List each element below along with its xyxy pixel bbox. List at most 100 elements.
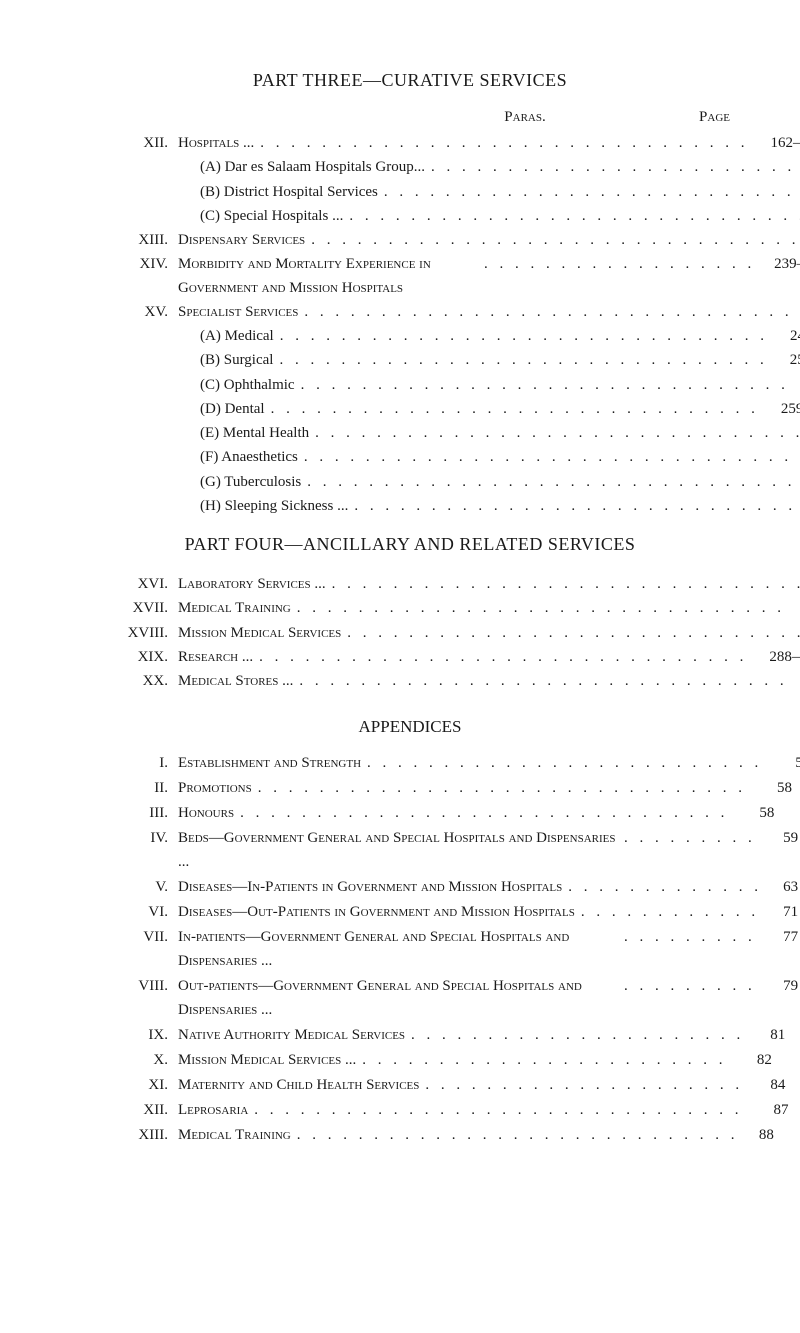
row-entry: Laboratory Services .... . . . . . . . .… bbox=[178, 573, 800, 596]
leader-dots: . . . . . . . . . . . . . . . . . . . . … bbox=[234, 801, 734, 825]
toc-row: (C) Special Hospitals .... . . . . . . .… bbox=[90, 205, 730, 228]
leader-dots: . . . . . . . . . . . . . . . . . . . . … bbox=[348, 495, 800, 518]
row-label: Diseases—Out-Patients in Government and … bbox=[178, 900, 575, 924]
leader-dots: . . . . . . . . . . . . . . . . . . . . … bbox=[291, 1123, 734, 1147]
row-numeral: XVII. bbox=[90, 597, 178, 620]
row-label: Dispensary Services bbox=[178, 229, 305, 252]
row-entry: (E) Mental Health. . . . . . . . . . . .… bbox=[178, 422, 800, 445]
row-entry: (F) Anaesthetics. . . . . . . . . . . . … bbox=[178, 446, 798, 469]
row-entry: (G) Tuberculosis. . . . . . . . . . . . … bbox=[178, 471, 800, 494]
row-entry: (B) Surgical. . . . . . . . . . . . . . … bbox=[178, 349, 774, 372]
appendix-row: X.Mission Medical Services .... . . . . … bbox=[90, 1048, 730, 1072]
leader-dots: . . . . . . . . . . . . . . . . . . . . … bbox=[274, 325, 774, 348]
row-page: 87 bbox=[749, 1098, 789, 1122]
row-paras: 253—256 bbox=[774, 349, 800, 372]
row-entry: Out-patients—Government General and Spec… bbox=[178, 974, 758, 1022]
appendices-section: I.Establishment and Strength. . . . . . … bbox=[90, 751, 730, 1147]
row-page: 63 bbox=[758, 875, 798, 899]
row-entry: Medical Training. . . . . . . . . . . . … bbox=[178, 1123, 734, 1147]
leader-dots: . . . . . . . . . . . . . . . . . . . . … bbox=[309, 422, 800, 445]
row-paras: 303—306 bbox=[794, 670, 800, 693]
leader-dots: . . . . . . . . . . . . . . . . . . . . … bbox=[252, 776, 752, 800]
row-numeral: XX. bbox=[90, 670, 178, 693]
leader-dots: . . . . . . . . . . . . . . . . . . . . … bbox=[293, 670, 793, 693]
row-label: Out-patients—Government General and Spec… bbox=[178, 974, 618, 1022]
row-numeral: IX. bbox=[90, 1023, 178, 1047]
appendices-title: APPENDICES bbox=[90, 717, 730, 737]
row-entry: Dispensary Services. . . . . . . . . . .… bbox=[178, 229, 800, 252]
row-label: Maternity and Child Health Services bbox=[178, 1073, 419, 1097]
row-entry: Medical Stores .... . . . . . . . . . . … bbox=[178, 670, 794, 693]
toc-row: (B) Surgical. . . . . . . . . . . . . . … bbox=[90, 349, 730, 372]
appendix-row: III.Honours. . . . . . . . . . . . . . .… bbox=[90, 801, 730, 825]
row-entry: (A) Medical. . . . . . . . . . . . . . .… bbox=[178, 325, 774, 348]
row-numeral: XIV. bbox=[90, 253, 178, 276]
row-numeral: VIII. bbox=[90, 974, 178, 998]
row-entry: Leprosaria. . . . . . . . . . . . . . . … bbox=[178, 1098, 749, 1122]
row-entry: Research .... . . . . . . . . . . . . . … bbox=[178, 646, 753, 669]
row-entry: Maternity and Child Health Services. . .… bbox=[178, 1073, 745, 1097]
row-numeral: XIII. bbox=[90, 1123, 178, 1147]
leader-dots: . . . . . . . . . . . . . . . . . . . . … bbox=[295, 374, 795, 397]
part-three-section: XII.Hospitals .... . . . . . . . . . . .… bbox=[90, 132, 730, 518]
row-paras: 259—262 bbox=[765, 398, 800, 421]
leader-dots: . . . . . . . . . . . . . . . . . . . . … bbox=[618, 925, 758, 949]
leader-dots: . . . . . . . . . . . . . . . . . . . . … bbox=[378, 181, 800, 204]
leader-dots: . . . . . . . . . . . . . . . . . . . . … bbox=[343, 205, 800, 228]
toc-row: (A) Dar es Salaam Hospitals Group.... . … bbox=[90, 156, 730, 179]
row-entry: Specialist Services. . . . . . . . . . .… bbox=[178, 301, 799, 324]
appendix-row: II.Promotions. . . . . . . . . . . . . .… bbox=[90, 776, 730, 800]
leader-dots: . . . . . . . . . . . . . . . . . . . . … bbox=[265, 398, 765, 421]
row-entry: Promotions. . . . . . . . . . . . . . . … bbox=[178, 776, 752, 800]
toc-row: (B) District Hospital Services. . . . . … bbox=[90, 181, 730, 204]
row-label: (B) District Hospital Services bbox=[178, 181, 378, 204]
row-label: Specialist Services bbox=[178, 301, 298, 324]
leader-dots: . . . . . . . . . . . . . . . . . . . . … bbox=[425, 156, 800, 179]
row-label: (B) Surgical bbox=[178, 349, 273, 372]
appendix-row: VI.Diseases—Out-Patients in Government a… bbox=[90, 900, 730, 924]
row-entry: Establishment and Strength. . . . . . . … bbox=[178, 751, 770, 775]
leader-dots: . . . . . . . . . . . . . . . . . . . . … bbox=[301, 471, 800, 494]
toc-row: (H) Sleeping Sickness .... . . . . . . .… bbox=[90, 495, 730, 518]
toc-row: (F) Anaesthetics. . . . . . . . . . . . … bbox=[90, 446, 730, 469]
row-label: Native Authority Medical Services bbox=[178, 1023, 405, 1047]
leader-dots: . . . . . . . . . . . . . . . . . . . . … bbox=[562, 875, 758, 899]
row-label: Establishment and Strength bbox=[178, 751, 361, 775]
row-label: Promotions bbox=[178, 776, 252, 800]
toc-row: XVI.Laboratory Services .... . . . . . .… bbox=[90, 573, 730, 596]
leader-dots: . . . . . . . . . . . . . . . . . . . . … bbox=[291, 597, 791, 620]
part-four-title: PART FOUR—ANCILLARY AND RELATED SERVICES bbox=[90, 534, 730, 555]
row-label: Medical Stores ... bbox=[178, 670, 293, 693]
toc-row: XIII.Dispensary Services. . . . . . . . … bbox=[90, 229, 730, 252]
row-page: 81 bbox=[745, 1023, 785, 1047]
page-container: PART THREE—CURATIVE SERVICES Paras. Page… bbox=[0, 0, 800, 1188]
appendix-row: VII.In-patients—Government General and S… bbox=[90, 925, 730, 973]
leader-dots: . . . . . . . . . . . . . . . . . . . . … bbox=[618, 826, 758, 850]
row-entry: Diseases—In-Patients in Government and M… bbox=[178, 875, 758, 899]
page-header: Page bbox=[590, 109, 730, 126]
row-numeral: XVIII. bbox=[90, 622, 178, 645]
leader-dots: . . . . . . . . . . . . . . . . . . . . … bbox=[248, 1098, 748, 1122]
row-label: (E) Mental Health bbox=[178, 422, 309, 445]
row-entry: Morbidity and Mortality Experience in Go… bbox=[178, 253, 758, 300]
leader-dots: . . . . . . . . . . . . . . . . . . . . … bbox=[478, 253, 758, 276]
leader-dots: . . . . . . . . . . . . . . . . . . . . … bbox=[618, 974, 758, 998]
row-label: Mission Medical Services ... bbox=[178, 1048, 356, 1072]
row-label: Leprosaria bbox=[178, 1098, 248, 1122]
leader-dots: . . . . . . . . . . . . . . . . . . . . … bbox=[419, 1073, 745, 1097]
leader-dots: . . . . . . . . . . . . . . . . . . . . … bbox=[298, 301, 798, 324]
appendix-row: VIII.Out-patients—Government General and… bbox=[90, 974, 730, 1022]
leader-dots: . . . . . . . . . . . . . . . . . . . . … bbox=[298, 446, 798, 469]
leader-dots: . . . . . . . . . . . . . . . . . . . . … bbox=[575, 900, 758, 924]
row-entry: (C) Ophthalmic. . . . . . . . . . . . . … bbox=[178, 374, 795, 397]
row-numeral: V. bbox=[90, 875, 178, 899]
leader-dots: . . . . . . . . . . . . . . . . . . . . … bbox=[305, 229, 800, 252]
row-label: Research ... bbox=[178, 646, 253, 669]
row-label: Laboratory Services ... bbox=[178, 573, 326, 596]
row-label: Mission Medical Services bbox=[178, 622, 341, 645]
leader-dots: . . . . . . . . . . . . . . . . . . . . … bbox=[361, 751, 770, 775]
row-entry: (A) Dar es Salaam Hospitals Group.... . … bbox=[178, 156, 800, 179]
row-numeral: VI. bbox=[90, 900, 178, 924]
row-entry: (H) Sleeping Sickness .... . . . . . . .… bbox=[178, 495, 800, 518]
toc-row: (E) Mental Health. . . . . . . . . . . .… bbox=[90, 422, 730, 445]
